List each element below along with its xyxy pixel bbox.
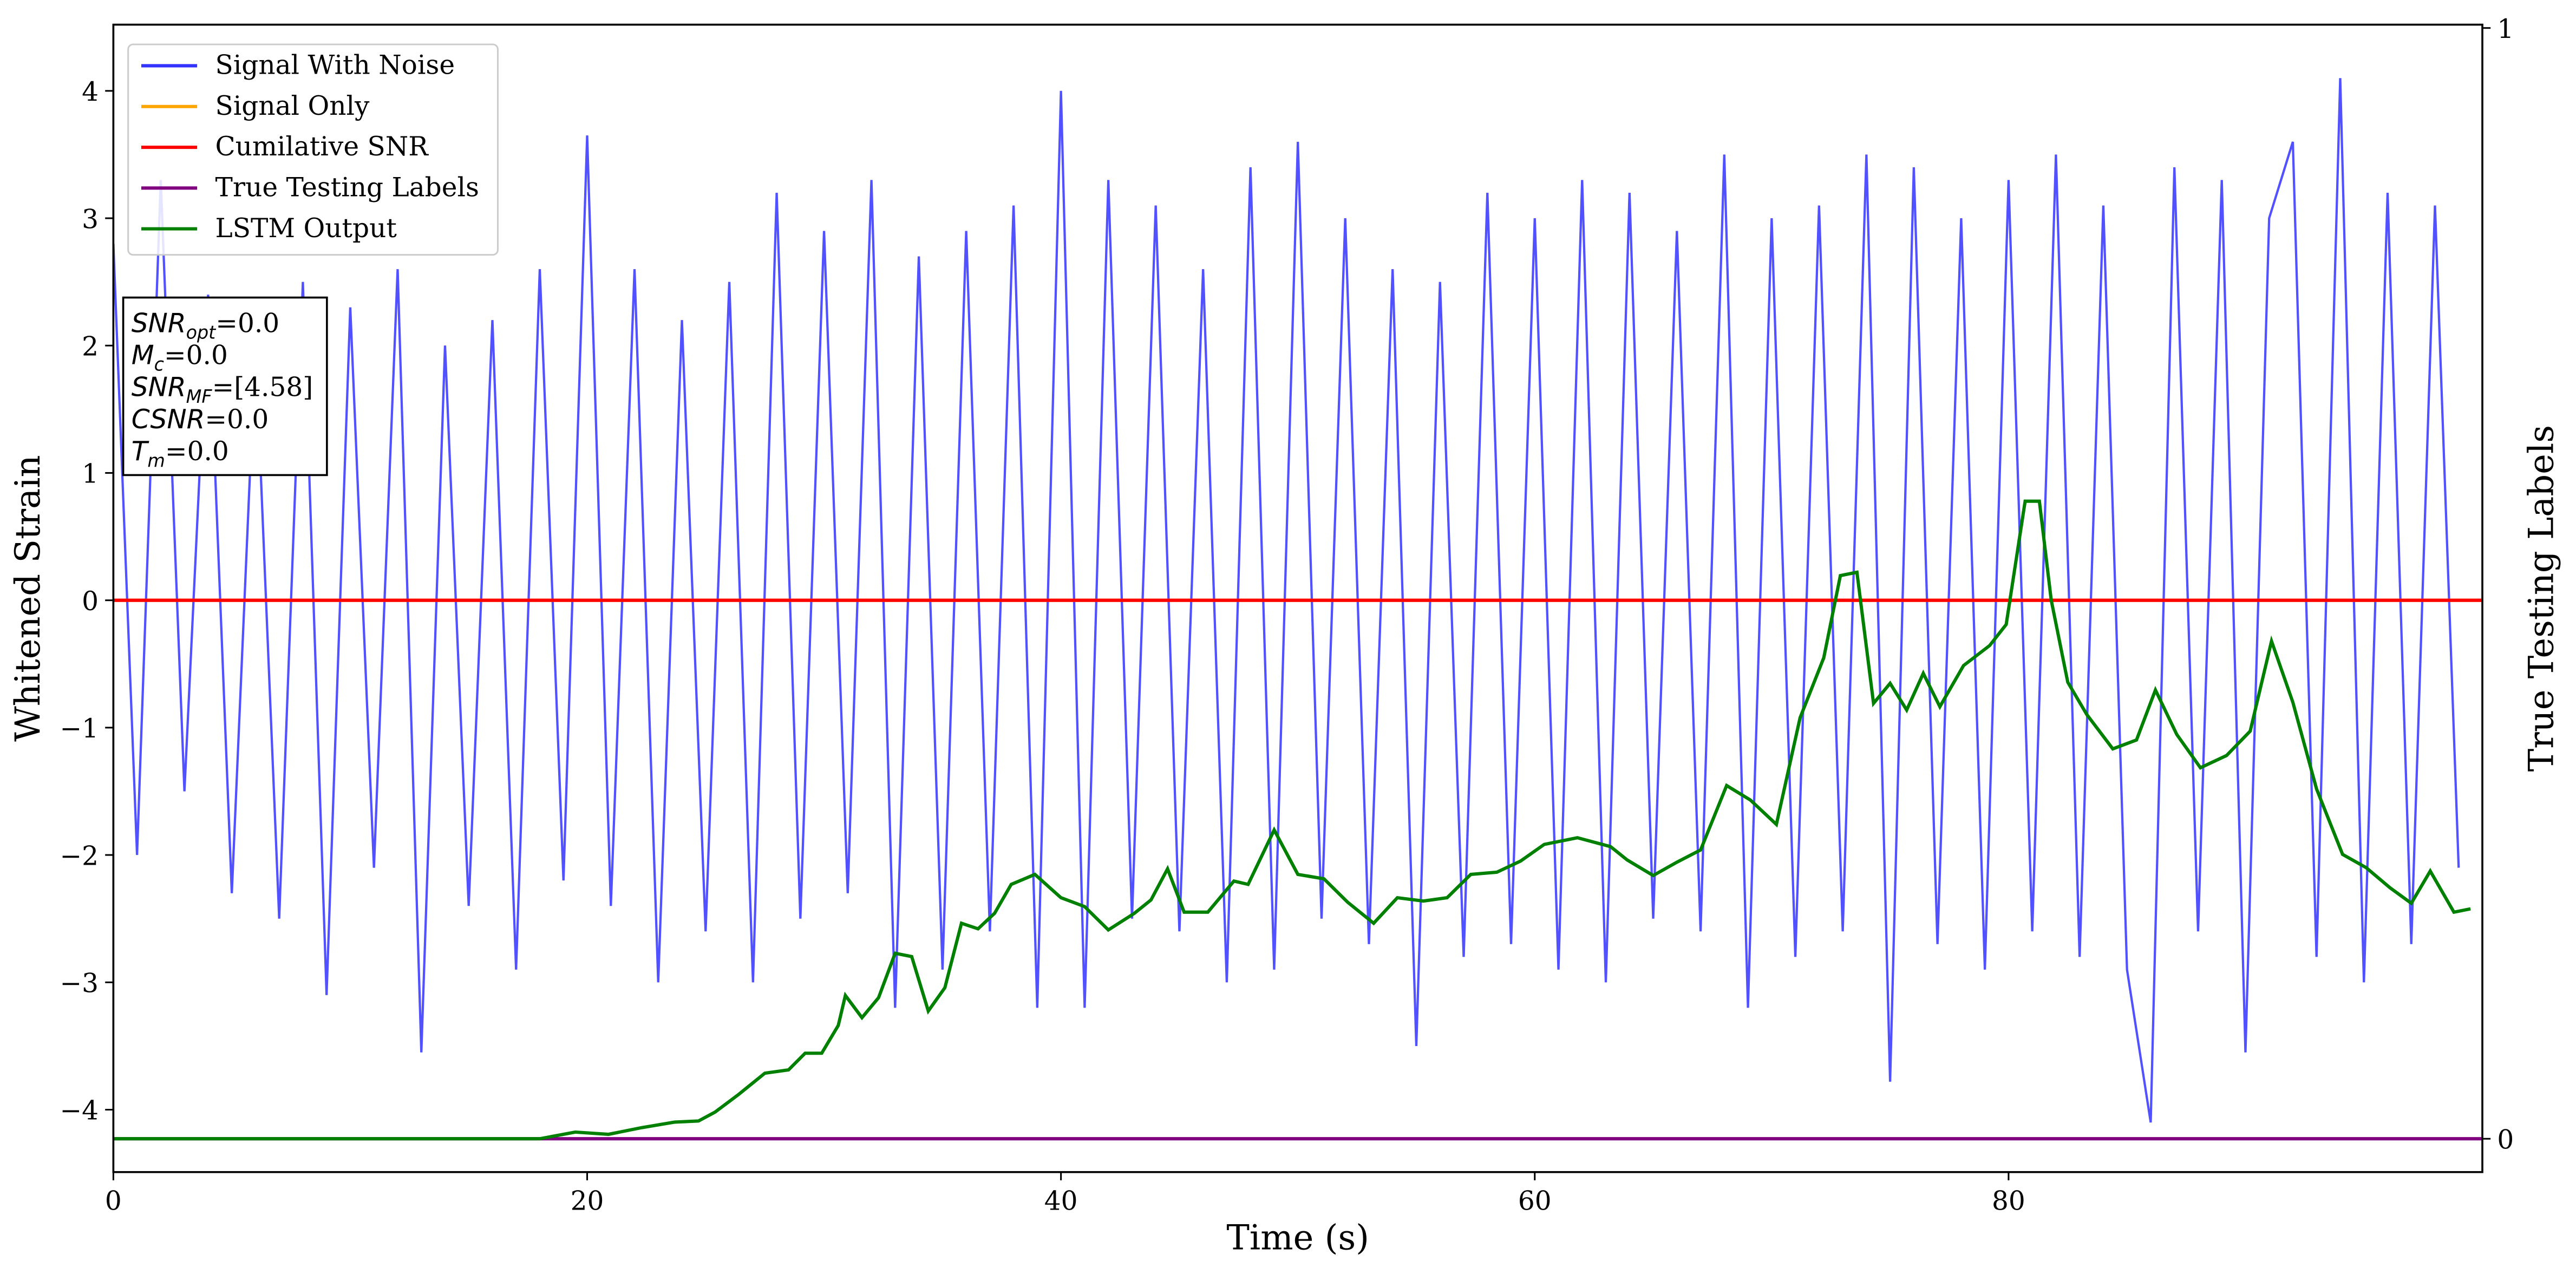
y-tick-label: 1 xyxy=(82,459,99,489)
annotation-main: SNR xyxy=(132,308,186,338)
x-tick-label: 60 xyxy=(1518,1186,1552,1217)
annotation-sub: c xyxy=(154,354,164,375)
y-tick-label: −3 xyxy=(60,969,99,999)
annotation-line: SNRopt=0.0 xyxy=(132,308,279,343)
legend-label: True Testing Labels xyxy=(215,173,479,203)
series-line xyxy=(113,78,2460,1123)
y-tick-label: −4 xyxy=(60,1096,99,1126)
y-tick-label: 4 xyxy=(82,77,99,107)
y-tick-label: −1 xyxy=(60,714,99,744)
legend-label: Signal With Noise xyxy=(215,50,455,81)
annotation-line: Tm=0.0 xyxy=(132,436,229,471)
annotation-main: SNR xyxy=(132,373,186,403)
legend-label: Cumilative SNR xyxy=(215,132,429,162)
y-tick-label: 0 xyxy=(82,586,99,617)
y-tick-label: −2 xyxy=(60,841,99,871)
plot-frame xyxy=(112,23,2483,1173)
annotation-line: Mc=0.0 xyxy=(132,340,228,375)
x-tick-label: 80 xyxy=(1992,1186,2025,1217)
annotation-rest: =0.0 xyxy=(165,436,229,467)
annotation-main: T xyxy=(132,436,149,467)
annotation-box xyxy=(122,296,328,476)
annotation-rest: =[4.58] xyxy=(212,373,313,403)
x-axis-label: Time (s) xyxy=(1226,1218,1369,1258)
annotation-rest: =0.0 xyxy=(205,404,269,435)
annotation: SNRopt=0.0Mc=0.0SNRMF=[4.58]CSNR=0.0Tm=0… xyxy=(122,296,328,476)
annotation-sub: opt xyxy=(186,322,217,343)
annotation-sub: m xyxy=(147,450,165,471)
legend-box xyxy=(127,43,499,256)
annotation-line: SNRMF=[4.58] xyxy=(132,373,313,407)
series-line xyxy=(113,499,2471,1141)
y-tick-label: 3 xyxy=(82,204,99,234)
annotation-main: CSNR xyxy=(132,404,205,435)
y-tick-label: 2 xyxy=(82,331,99,362)
annotation-line: CSNR=0.0 xyxy=(132,404,269,435)
x-tick-label: 40 xyxy=(1044,1186,1078,1217)
legend-label: Signal Only xyxy=(215,91,370,121)
annotation-main: M xyxy=(132,340,154,370)
y-axis-label: Whitened Strain xyxy=(8,455,48,741)
x-tick-label: 20 xyxy=(571,1186,604,1217)
legend: Signal With Noise Signal Only Cumilative S… xyxy=(127,43,499,256)
annotation-rest: =0.0 xyxy=(164,340,228,370)
x-tick-label: 0 xyxy=(105,1186,122,1217)
annotation-sub: MF xyxy=(186,386,213,407)
annotation-rest: =0.0 xyxy=(215,308,279,338)
legend-label: LSTM Output xyxy=(215,213,397,244)
y2-tick-label: 1 xyxy=(2497,14,2514,44)
y2-axis-label: True Testing Labels xyxy=(2522,425,2562,772)
y2-tick-label: 0 xyxy=(2497,1125,2514,1155)
